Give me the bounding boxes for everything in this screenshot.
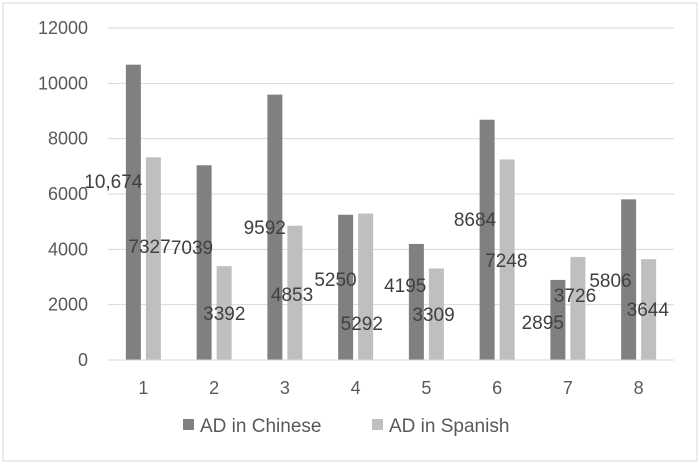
legend-swatch-series-2 [372,419,383,430]
bar-series-1 [267,94,283,360]
y-tick-label: 0 [78,350,88,370]
data-label-series-2: 3309 [412,305,454,326]
legend: AD in Chinese AD in Spanish [183,416,509,437]
bar-series-2 [570,256,586,360]
legend-label-series-1: AD in Chinese [200,416,321,437]
bar-series-2 [287,225,303,360]
x-axis-ticks: 1 2 3 4 5 6 7 8 [138,378,643,398]
bar-series-1 [550,279,566,360]
x-tick-label: 6 [492,378,502,398]
bar-series-2 [358,213,374,360]
data-label-series-2: 5292 [341,314,383,335]
bar-series-2 [145,157,161,360]
data-label-series-1: 2895 [522,313,564,334]
y-tick-label: 2000 [48,295,88,315]
x-tick-label: 4 [351,378,361,398]
bar-series-2 [499,159,515,360]
data-label-series-1: 4195 [384,276,426,297]
x-tick-label: 1 [138,378,148,398]
y-tick-label: 4000 [48,239,88,259]
y-tick-label: 12000 [38,18,88,38]
data-label-series-1: 7039 [171,238,213,259]
y-axis-ticks: 0 2000 4000 6000 8000 10000 12000 [38,18,88,370]
bar-series-2 [641,259,657,360]
bar-series-1 [338,214,354,360]
bars [125,64,657,360]
y-tick-label: 6000 [48,184,88,204]
y-tick-label: 8000 [48,129,88,149]
bar-series-2 [428,268,444,360]
data-label-series-2: 4853 [271,285,313,306]
x-tick-label: 3 [280,378,290,398]
data-label-series-2: 7327 [128,237,170,258]
bar-series-1 [621,199,637,360]
x-tick-label: 5 [421,378,431,398]
bar-series-1 [479,119,495,360]
data-label-series-1: 5250 [314,270,356,291]
data-label-series-1: 10,674 [84,172,143,193]
bar-series-1 [196,165,212,360]
x-tick-label: 8 [634,378,644,398]
data-label-series-2: 3392 [203,304,245,325]
data-label-series-2: 3644 [627,300,670,321]
bar-series-1 [408,243,424,360]
data-label-series-2: 3726 [554,286,596,307]
data-label-series-1: 5806 [589,271,631,292]
x-tick-label: 7 [563,378,573,398]
legend-swatch-series-1 [183,419,194,430]
bar-series-1 [125,64,141,360]
legend-label-series-2: AD in Spanish [389,416,509,437]
y-tick-label: 10000 [38,73,88,93]
data-label-series-1: 8684 [454,210,497,231]
bar-series-2 [216,266,232,360]
data-label-series-2: 7248 [485,251,527,272]
data-label-series-1: 9592 [244,218,286,239]
x-tick-label: 2 [209,378,219,398]
